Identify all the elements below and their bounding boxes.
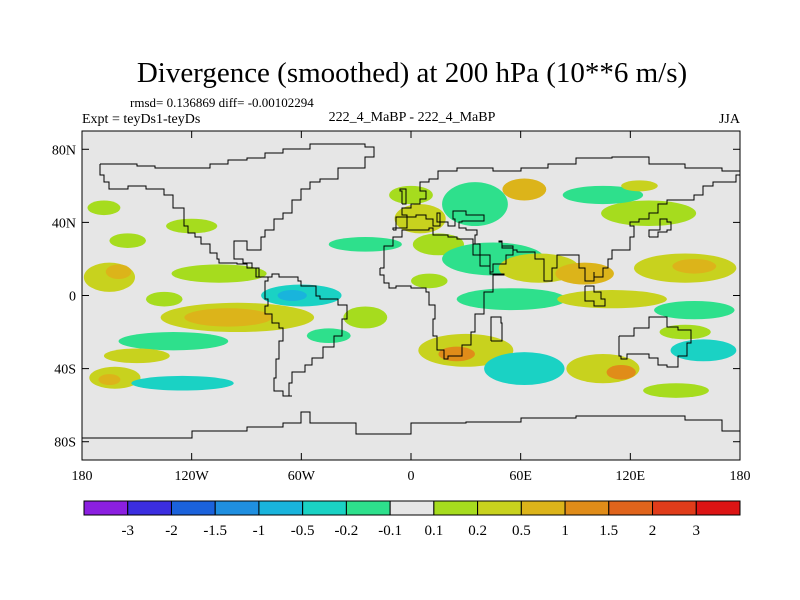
colorbar-swatch-5 (302, 500, 347, 516)
colorbar-label: -1.5 (203, 523, 227, 539)
divergence-region-34 (557, 290, 667, 309)
divergence-region-3 (171, 264, 267, 283)
colorbar-swatch-10 (520, 500, 566, 516)
coastline-6 (648, 218, 672, 238)
divergence-region-38 (484, 352, 565, 386)
coastline-4 (82, 411, 740, 439)
colorbar-label: -1 (253, 523, 266, 539)
colorbar-label: 1.5 (599, 523, 618, 539)
x-tick-label: 120E (616, 469, 646, 484)
colorbar-swatch-6 (345, 500, 391, 516)
divergence-region-29 (672, 258, 717, 274)
experiment-label: Expt = teyDs1-teyDs (82, 112, 200, 127)
divergence-region-25 (411, 273, 448, 289)
colorbar-swatch-7 (389, 500, 435, 516)
divergence-region-21 (442, 182, 508, 227)
colorbar-swatch-3 (214, 500, 260, 516)
chart-title: Divergence (smoothed) at 200 hPa (10**6 … (137, 57, 687, 89)
coastline-8 (490, 316, 503, 342)
divergence-region-18 (328, 237, 402, 252)
x-tick-label: 180 (72, 469, 93, 484)
colorbar-label: -0.2 (335, 523, 359, 539)
x-tick-label: 0 (408, 469, 415, 484)
divergence-region-40 (606, 364, 636, 380)
divergence-region-8 (145, 291, 183, 307)
divergence-region-7 (184, 308, 273, 327)
divergence-region-31 (562, 185, 644, 205)
divergence-region-16 (343, 306, 388, 329)
divergence-region-1 (105, 264, 132, 280)
season-label: JJA (719, 112, 741, 127)
colorbar-label: 0.1 (424, 523, 443, 539)
colorbar-swatch-8 (433, 500, 479, 516)
coastline-3 (618, 316, 692, 368)
divergence-region-4 (166, 218, 218, 234)
divergence-region-11 (118, 332, 229, 351)
colorbar-label: -2 (165, 523, 178, 539)
stats-label: rmsd= 0.136869 diff= -0.00102294 (130, 95, 314, 110)
divergence-region-5 (87, 200, 121, 216)
colorbar-swatch-0 (83, 500, 129, 516)
divergence-region-17 (306, 328, 351, 344)
x-tick-label: 60W (288, 469, 316, 484)
x-tick-label: 120W (175, 469, 210, 484)
y-tick-label: 40S (54, 363, 76, 378)
divergence-region-41 (670, 339, 737, 362)
colorbar-label: -0.5 (291, 523, 315, 539)
divergence-region-35 (654, 300, 735, 320)
coastline-2 (392, 156, 740, 282)
colorbar-swatch-13 (652, 500, 697, 516)
colorbar-swatch-2 (170, 500, 216, 516)
colorbar-swatch-4 (258, 500, 304, 516)
case-label: 222_4_MaBP - 222_4_MaBP (329, 110, 496, 125)
colorbar: -3 -2 -1.5 -1 -0.5 -0.2 -0.1 0.1 0.2 0.5 1 1.5 2 3 (83, 500, 741, 539)
divergence-region-22 (502, 178, 547, 201)
coastline-7 (584, 285, 606, 307)
map-plot-area (81, 130, 741, 461)
colorbar-swatch-1 (127, 500, 172, 516)
divergence-region-32 (621, 180, 658, 192)
colorbar-label: -3 (121, 523, 134, 539)
y-tick-label: 80S (54, 436, 76, 451)
colorbar-swatch-9 (477, 500, 522, 516)
colorbar-label: -0.1 (378, 523, 402, 539)
map-axes: 180 120W 60W 0 60E 120E 180 80N 40N 0 40S 80S (52, 131, 751, 484)
coastline-1 (379, 227, 505, 360)
divergence-region-42 (643, 383, 709, 398)
y-tick-label: 80N (52, 143, 76, 158)
colorbar-label: 3 (693, 523, 701, 539)
divergence-region-15 (131, 375, 234, 391)
colorbar-swatch-11 (564, 500, 610, 516)
divergence-region-43 (659, 324, 711, 340)
x-tick-label: 60E (509, 469, 532, 484)
colorbar-label: 0.2 (468, 523, 487, 539)
x-tick-label: 180 (730, 469, 751, 484)
colorbar-swatch-14 (695, 500, 741, 516)
y-tick-label: 0 (69, 290, 76, 305)
colorbar-swatch-12 (608, 500, 654, 516)
colorbar-label: 2 (649, 523, 657, 539)
divergence-region-10 (277, 290, 307, 301)
y-tick-label: 40N (52, 216, 76, 231)
coastline-0 (99, 143, 375, 397)
divergence-region-14 (98, 374, 121, 386)
divergence-region-12 (103, 348, 170, 364)
colorbar-label: 1 (561, 523, 569, 539)
divergence-region-33 (456, 288, 567, 311)
coastline-5 (399, 188, 407, 205)
divergence-region-2 (109, 233, 146, 248)
colorbar-label: 0.5 (512, 523, 531, 539)
